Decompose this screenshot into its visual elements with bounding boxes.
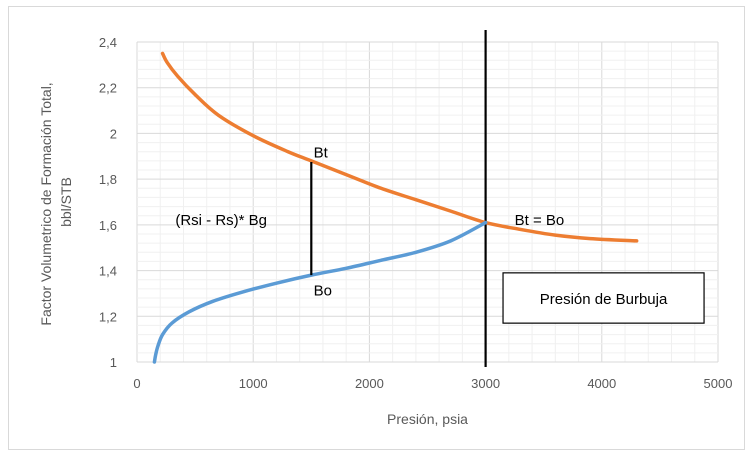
series-line-0: [160, 51, 639, 243]
x-tick-label: 5000: [704, 376, 733, 391]
x-axis-title: Presión, psia: [387, 411, 468, 427]
y-axis-title-line-1: Factor Volumetrico de Formación Total,: [38, 82, 54, 325]
annotation-label: Bt: [314, 144, 329, 161]
chart-frame: [8, 6, 745, 450]
series-line-1: [152, 220, 488, 364]
y-tick-label: 1,8: [99, 172, 117, 187]
annotation-label: Bo: [314, 283, 332, 300]
x-tick-label: 3000: [471, 376, 500, 391]
grid: [136, 41, 719, 363]
y-tick-label: 2: [110, 126, 117, 141]
annotations: Bt Bo (Rsi - Rs)* Bg Bt = Bo: [175, 144, 564, 299]
bubble-point-box-label: Presión de Burbuja: [540, 291, 668, 308]
y-axis-title-line-2: bbl/STB: [58, 177, 74, 227]
y-tick-label: 2,4: [99, 35, 117, 50]
y-tick-label: 1,2: [99, 309, 117, 324]
y-tick-label: 2,2: [99, 81, 117, 96]
y-tick-label: 1,6: [99, 218, 117, 233]
x-tick-label: 1000: [239, 376, 268, 391]
y-tick-label: 1,4: [99, 264, 117, 279]
x-tick-label: 0: [133, 376, 140, 391]
y-tick-label: 1: [110, 355, 117, 370]
series-group: [152, 51, 639, 364]
annotation-label: (Rsi - Rs)* Bg: [175, 212, 267, 229]
y-axis-title: Factor Volumetrico de Formación Total, b…: [38, 78, 74, 325]
bubble-point-box-frame: [502, 272, 705, 324]
annotation-label: Bt = Bo: [515, 212, 565, 229]
x-tick-label: 2000: [355, 376, 384, 391]
x-tick-labels: 0 1000 2000 3000 4000 5000: [133, 376, 732, 391]
x-tick-label: 4000: [587, 376, 616, 391]
bubble-point-box: Presión de Burbuja: [502, 272, 705, 324]
y-tick-labels: 1 1,2 1,4 1,6 1,8 2 2,2 2,4: [99, 35, 117, 370]
